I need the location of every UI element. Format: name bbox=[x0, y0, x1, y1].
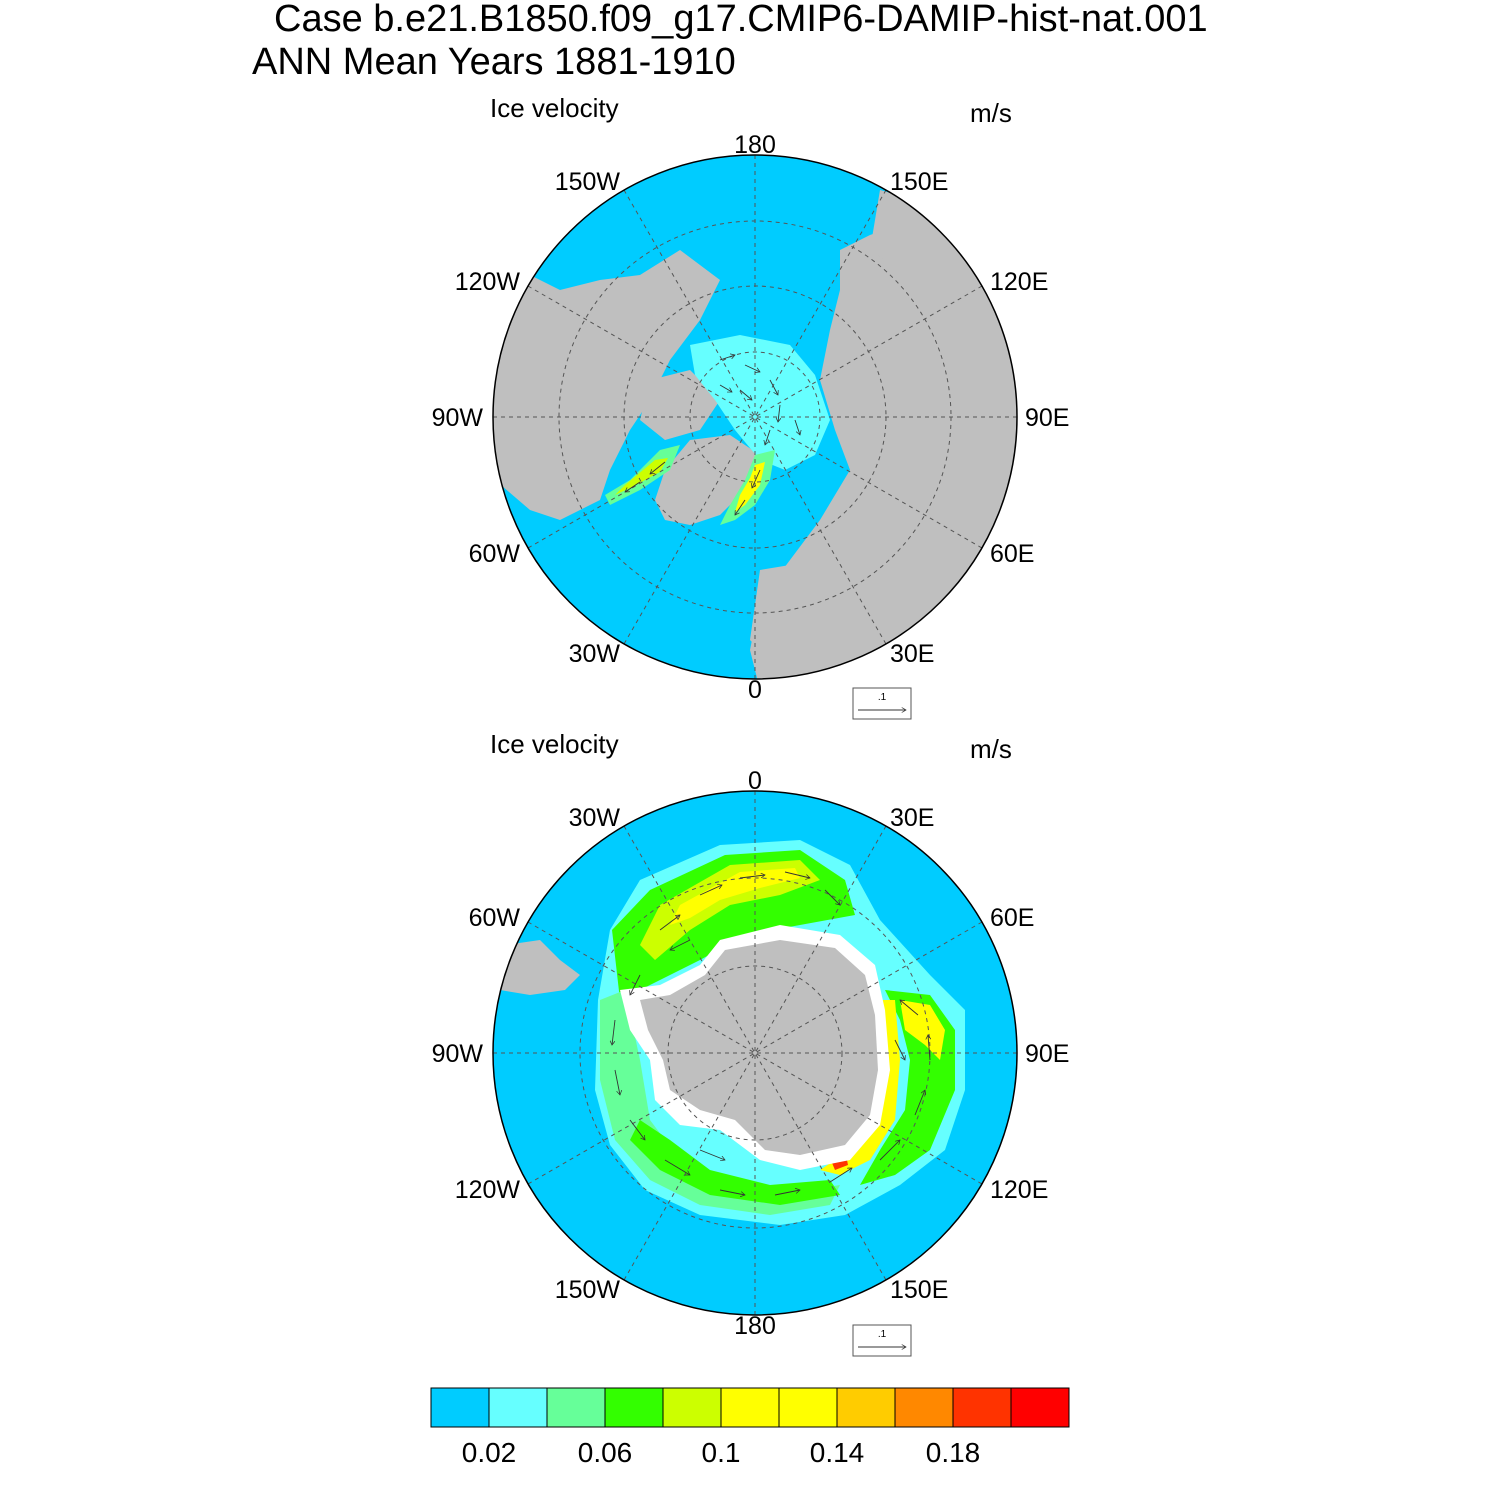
north-land-greenland bbox=[655, 435, 760, 525]
south-velocity-vectors bbox=[612, 871, 930, 1195]
colorbar-box bbox=[604, 1387, 664, 1428]
north-reference-vector: .1 bbox=[852, 687, 912, 720]
north-panel-units: m/s bbox=[970, 98, 1012, 128]
south-lon-label: 60W bbox=[469, 904, 521, 932]
south-ice-ross-green bbox=[630, 1120, 840, 1205]
north-map-border bbox=[492, 154, 1018, 680]
south-panel-title: Ice velocity bbox=[490, 729, 619, 759]
north-map bbox=[493, 155, 1017, 679]
colorbar-box bbox=[1010, 1387, 1070, 1428]
colorbar-tick-label: 0.18 bbox=[926, 1437, 981, 1468]
south-ice-weddell-yellow bbox=[670, 868, 800, 925]
north-lon-label: 60E bbox=[990, 540, 1034, 568]
colorbar-tick-label: 0.02 bbox=[462, 1437, 517, 1468]
colorbar-box bbox=[952, 1387, 1012, 1428]
south-ref-vector-label: .1 bbox=[878, 1329, 887, 1340]
colorbar-tick-label: 0.14 bbox=[810, 1437, 865, 1468]
north-lon-label: 120W bbox=[455, 268, 521, 296]
north-lon-label: 180 bbox=[734, 131, 776, 159]
colorbar-tick-label: 0.1 bbox=[702, 1437, 741, 1468]
north-lon-label: 120E bbox=[990, 268, 1048, 296]
north-lon-label: 150E bbox=[890, 168, 948, 196]
south-lon-label: 90W bbox=[432, 1040, 484, 1068]
south-ice-east-yellow bbox=[900, 1000, 945, 1060]
north-land-north-america bbox=[493, 250, 720, 520]
south-reference-vector: .1 bbox=[852, 1324, 912, 1357]
colorbar-box bbox=[720, 1387, 780, 1428]
south-lon-label: 60E bbox=[990, 904, 1034, 932]
south-lon-label: 0 bbox=[748, 767, 762, 795]
colorbar-box bbox=[430, 1387, 490, 1428]
south-graticule bbox=[493, 791, 1017, 1315]
north-lon-label: 150W bbox=[555, 168, 621, 196]
colorbar-tick-labels: 0.02 0.06 0.1 0.14 0.18 bbox=[462, 1437, 981, 1468]
north-lon-label: 30E bbox=[890, 640, 934, 668]
south-panel: Ice velocity m/s bbox=[432, 729, 1070, 1357]
north-ice-east-greenland-core bbox=[735, 462, 765, 512]
colorbar-box bbox=[488, 1387, 548, 1428]
north-land-scandinavia bbox=[750, 565, 820, 660]
north-lon-labels: 180 150E 120E 90E 60E 30E 0 30W 60W 90W … bbox=[432, 131, 1070, 704]
north-lon-label: 90E bbox=[1025, 404, 1069, 432]
north-land-canadian-archipelago bbox=[640, 370, 720, 440]
north-panel: Ice velocity m/s bbox=[432, 93, 1070, 720]
north-ice-baffin-core bbox=[615, 458, 668, 495]
colorbar-box bbox=[546, 1387, 606, 1428]
north-land-asia-far-east bbox=[870, 190, 1000, 300]
south-lon-label: 30W bbox=[569, 804, 621, 832]
north-ref-vector-label: .1 bbox=[878, 692, 887, 703]
south-map bbox=[493, 791, 1017, 1315]
south-lon-labels: 0 30E 60E 90E 120E 150E 180 150W 120W 90… bbox=[432, 767, 1070, 1340]
north-lon-label: 60W bbox=[469, 540, 521, 568]
south-lon-label: 150E bbox=[890, 1276, 948, 1304]
south-map-border bbox=[492, 790, 1018, 1316]
north-land-eurasia bbox=[750, 215, 1017, 679]
case-title: Case b.e21.B1850.f09_g17.CMIP6-DAMIP-his… bbox=[274, 0, 1208, 40]
colorbar-boxes bbox=[430, 1387, 1070, 1428]
colorbar-box bbox=[662, 1387, 722, 1428]
south-land-south-america bbox=[500, 940, 580, 995]
south-panel-units: m/s bbox=[970, 734, 1012, 764]
south-ice-weddell-core bbox=[640, 860, 820, 960]
colorbar-tick-label: 0.06 bbox=[578, 1437, 633, 1468]
south-lon-label: 30E bbox=[890, 804, 934, 832]
colorbar: 0.02 0.06 0.1 0.14 0.18 bbox=[430, 1387, 1070, 1468]
south-lon-label: 150W bbox=[555, 1276, 621, 1304]
north-ice-arctic-basin bbox=[690, 335, 830, 470]
colorbar-box bbox=[836, 1387, 896, 1428]
north-lon-label: 30W bbox=[569, 640, 621, 668]
south-lon-label: 180 bbox=[734, 1312, 776, 1340]
north-lon-label: 90W bbox=[432, 404, 484, 432]
south-lon-label: 120W bbox=[455, 1176, 521, 1204]
colorbar-box bbox=[778, 1387, 838, 1428]
north-panel-title: Ice velocity bbox=[490, 93, 619, 123]
south-lon-label: 120E bbox=[990, 1176, 1048, 1204]
south-lon-label: 90E bbox=[1025, 1040, 1069, 1068]
colorbar-box bbox=[894, 1387, 954, 1428]
south-ice-east-coast-yellow bbox=[820, 1000, 900, 1175]
north-lon-label: 0 bbox=[748, 676, 762, 704]
period-subtitle: ANN Mean Years 1881-1910 bbox=[252, 41, 736, 83]
north-graticule bbox=[493, 155, 1017, 679]
north-velocity-vectors bbox=[625, 355, 800, 515]
